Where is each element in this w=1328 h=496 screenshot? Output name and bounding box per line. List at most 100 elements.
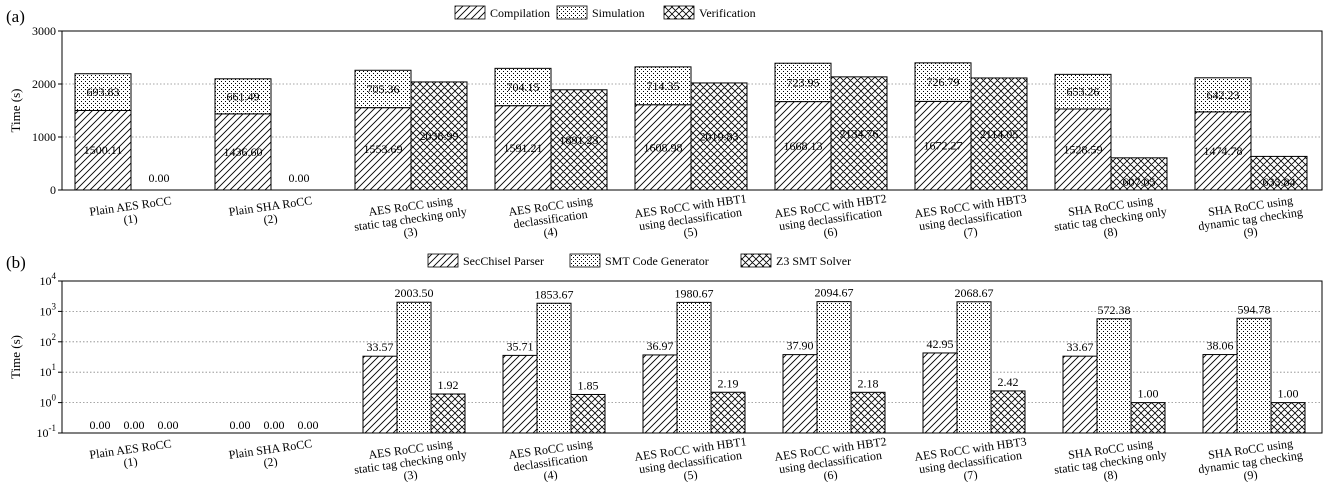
legend-swatch-dots (569, 253, 601, 268)
bar-cross (1130, 402, 1166, 434)
data-label-compilation: 1528.59 (1064, 142, 1103, 156)
legend-label: Z3 SMT Solver (776, 254, 851, 268)
x-category-label: (4) (543, 224, 559, 240)
bar-dots (396, 301, 432, 434)
bar-hatch (1202, 354, 1238, 434)
data-label-compilation: 1436.60 (224, 145, 263, 159)
bar-dots (536, 302, 572, 434)
bar-simulation (634, 66, 692, 106)
bar-cross (430, 393, 466, 434)
bar-compilation (74, 109, 132, 191)
data-label-simulation: 726.79 (927, 75, 960, 89)
data-label: 594.78 (1238, 302, 1271, 316)
legend-label: Compilation (490, 6, 550, 20)
data-label-simulation: 642.23 (1207, 88, 1240, 102)
y-tick-label: 1000 (32, 130, 56, 144)
x-category-label: (8) (1103, 467, 1119, 483)
legend-swatch-hatch (427, 253, 459, 268)
data-label-compilation: 1608.98 (644, 140, 683, 154)
data-label-verification: 0.00 (149, 171, 170, 185)
data-label: 1.92 (438, 378, 459, 392)
bar-hatch (642, 354, 678, 434)
x-category-label: (5) (683, 467, 699, 483)
y-tick-label: 104 (40, 271, 57, 288)
data-label: 2068.67 (955, 286, 994, 300)
data-label: 2.18 (858, 376, 879, 390)
bar-hatch (1062, 355, 1098, 434)
data-label-compilation: 1591.21 (504, 141, 543, 155)
bar-compilation (634, 104, 692, 191)
data-label-verification: 1891.23 (560, 133, 599, 147)
y-tick-label: 10-1 (37, 423, 57, 440)
data-label: 37.90 (787, 339, 814, 353)
bar-hatch (502, 354, 538, 434)
legend-label: SecChisel Parser (463, 254, 544, 268)
data-label: 42.95 (927, 337, 954, 351)
data-label: 33.67 (1067, 340, 1094, 354)
bar-simulation (494, 67, 552, 107)
data-label: 33.57 (367, 340, 394, 354)
data-label: 0.00 (90, 418, 111, 432)
y-tick-label: 103 (40, 301, 57, 318)
bar-compilation (914, 100, 972, 191)
bar-dots (1236, 317, 1272, 434)
y-tick-label: 3000 (32, 24, 56, 38)
data-label-simulation: 723.95 (787, 75, 820, 89)
data-label-verification: 2114.05 (980, 127, 1019, 141)
bar-cross (990, 390, 1026, 434)
x-category-label: (5) (683, 224, 699, 240)
x-category-label: (9) (1243, 224, 1259, 240)
data-label: 38.06 (1207, 339, 1234, 353)
bar-verification (690, 82, 748, 191)
bar-compilation (354, 107, 412, 191)
data-label-compilation: 1500.11 (84, 143, 123, 157)
bar-dots (956, 301, 992, 434)
bar-hatch (362, 355, 398, 434)
y-tick-label: 2000 (32, 77, 56, 91)
bar-dots (816, 301, 852, 434)
data-label: 1.00 (1138, 387, 1159, 401)
panel-label: (a) (6, 7, 25, 26)
x-category-label: (1) (123, 211, 139, 227)
bar-verification (1250, 155, 1308, 191)
bar-compilation (1194, 111, 1252, 191)
bar-simulation (74, 73, 132, 111)
bar-verification (410, 81, 468, 191)
data-label-verification: 2019.83 (700, 129, 739, 143)
data-label: 1980.67 (675, 286, 714, 300)
bar-cross (710, 391, 746, 434)
y-tick-label: 102 (40, 332, 57, 349)
bar-dots (1096, 318, 1132, 434)
data-label: 2094.67 (815, 286, 854, 300)
x-category-label: (8) (1103, 224, 1119, 240)
x-category-label: (3) (403, 224, 419, 240)
data-label: 0.00 (298, 418, 319, 432)
x-category-label: (2) (263, 454, 279, 470)
legend-swatch-cross (740, 253, 772, 268)
data-label-simulation: 705.36 (367, 82, 400, 96)
data-label: 1853.67 (535, 287, 574, 301)
data-label: 2.42 (998, 375, 1019, 389)
bar-hatch (922, 352, 958, 434)
bar-compilation (1054, 108, 1112, 191)
legend-swatch-dots (556, 5, 588, 20)
data-label: 35.71 (507, 339, 534, 353)
y-axis-label: Time (s) (8, 335, 23, 379)
x-category-label: (3) (403, 467, 419, 483)
data-label-compilation: 1553.69 (364, 142, 403, 156)
data-label-verification: 633.84 (1263, 175, 1296, 189)
data-label: 0.00 (124, 418, 145, 432)
x-category-label: (2) (263, 211, 279, 227)
x-category-label: (1) (123, 454, 139, 470)
data-label-simulation: 661.49 (227, 89, 260, 103)
data-label: 0.00 (264, 418, 285, 432)
data-label-compilation: 1474.78 (1204, 144, 1243, 158)
bar-verification (970, 77, 1028, 191)
data-label-simulation: 704.15 (507, 80, 540, 94)
bar-cross (570, 393, 606, 434)
legend-label: SMT Code Generator (605, 254, 709, 268)
data-label: 572.38 (1098, 303, 1131, 317)
x-category-label: (9) (1243, 467, 1259, 483)
data-label-verification: 0.00 (289, 171, 310, 185)
